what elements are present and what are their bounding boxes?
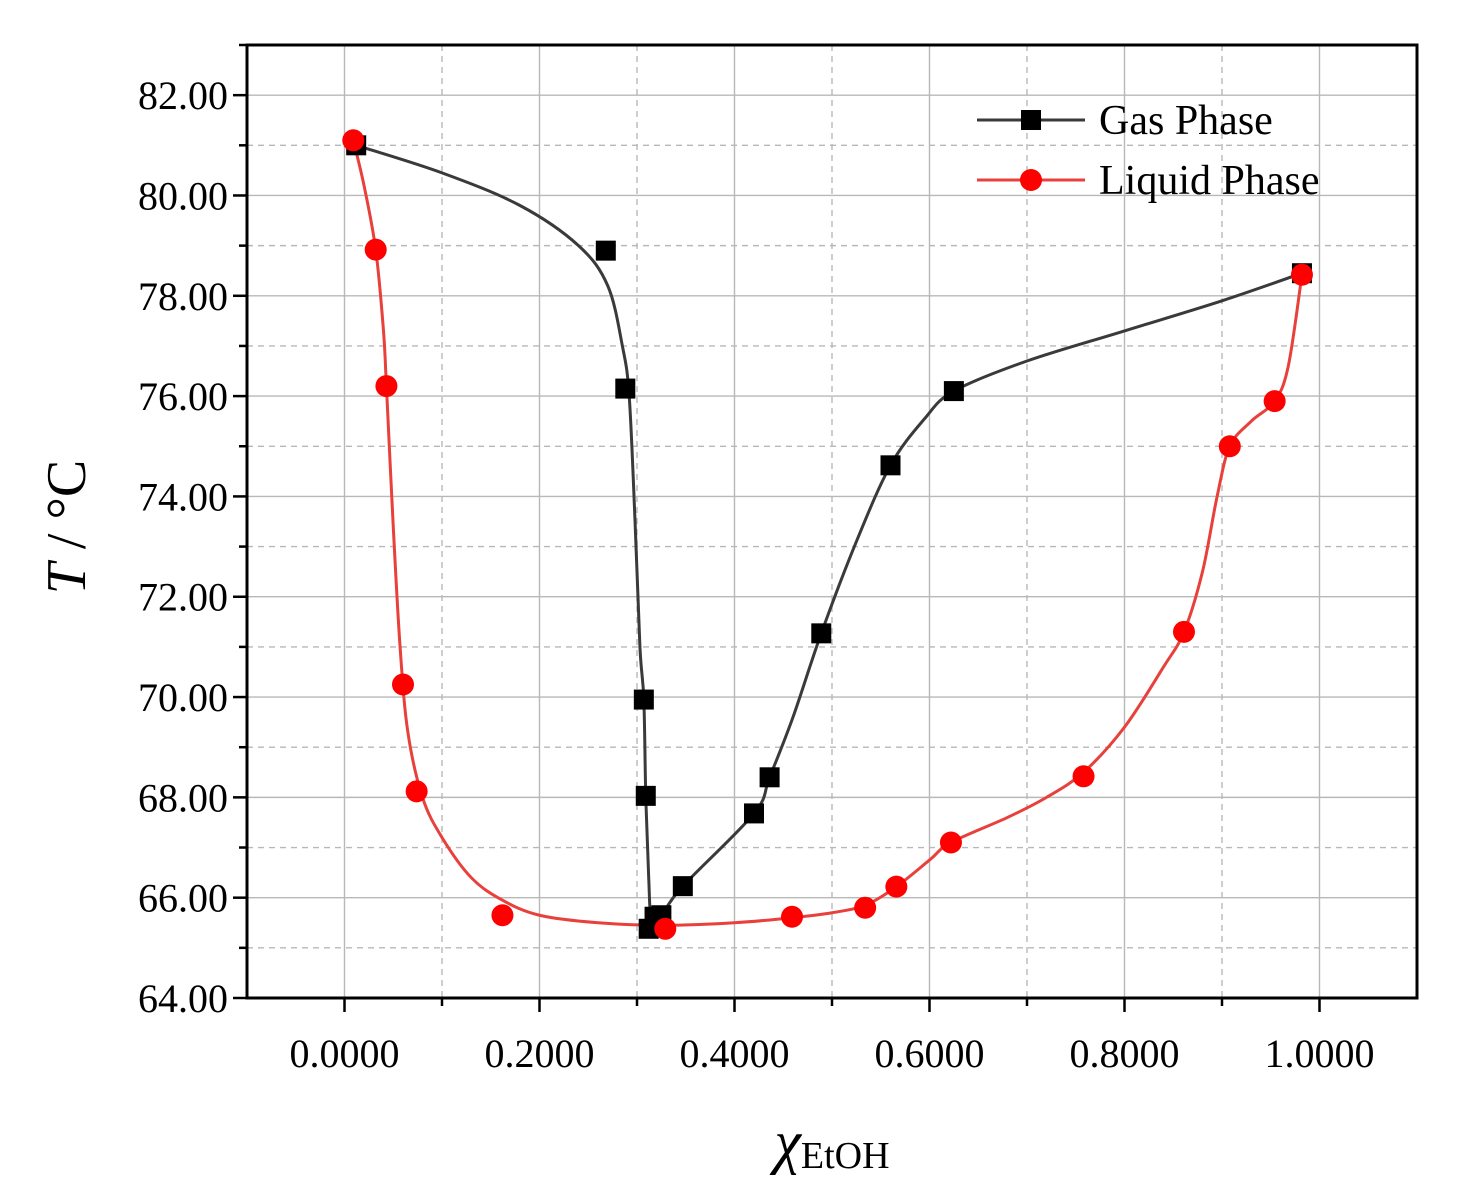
gas-phase-point — [633, 689, 654, 710]
liquid-phase-point — [854, 896, 877, 919]
x-axis-title: χEtOH — [769, 1109, 889, 1177]
ticks: 0.0000 0.2000 0.4000 0.6000 0.8000 1.0000 64.0… — [138, 43, 1375, 1076]
liquid-phase-point — [654, 917, 677, 940]
y-tick-label: 74.00 — [138, 474, 228, 519]
y-tick-label: 78.00 — [138, 274, 228, 319]
x-tick-label: 0.8000 — [1070, 1031, 1180, 1076]
gas-phase-point — [635, 785, 656, 806]
y-tick-label: 68.00 — [138, 775, 228, 820]
liquid-phase-point — [364, 238, 387, 261]
liquid-phase-point — [392, 673, 414, 696]
x-tick-label: 1.0000 — [1265, 1031, 1375, 1076]
x-axis-title-subscript: EtOH — [801, 1135, 890, 1177]
y-axis-title-symbol: T — [36, 559, 98, 594]
y-tick-label: 76.00 — [138, 374, 228, 419]
x-axis-title-symbol: χ — [769, 1109, 802, 1175]
liquid-phase-point — [885, 875, 908, 898]
y-axis-title: T / °C — [36, 460, 98, 594]
y-tick-label: 72.00 — [138, 575, 228, 620]
liquid-phase-point — [1218, 435, 1241, 458]
liquid-phase-point — [342, 129, 365, 152]
gas-phase-point — [759, 767, 780, 788]
liquid-phase-point — [1263, 390, 1286, 413]
markers — [342, 129, 1313, 940]
legend-liquid-phase-marker — [1020, 169, 1042, 191]
liquid-phase-point — [781, 905, 804, 928]
y-tick-label: 70.00 — [138, 675, 228, 720]
legend-gas-phase-label: Gas Phase — [1099, 98, 1273, 144]
y-axis-title-unit: / °C — [36, 460, 98, 563]
liquid-phase-point — [375, 375, 398, 398]
gas-phase-point — [811, 623, 832, 644]
grid — [247, 45, 1417, 998]
y-tick-label: 80.00 — [138, 173, 228, 218]
y-tick-label: 64.00 — [138, 976, 228, 1021]
x-tick-label: 0.6000 — [875, 1031, 985, 1076]
y-tick-label: 82.00 — [138, 73, 228, 118]
gas-phase-point — [744, 803, 764, 824]
gas-phase-point — [672, 876, 693, 897]
y-tick-label: 66.00 — [138, 876, 228, 921]
gas-phase-point — [615, 378, 636, 399]
liquid-phase-point — [491, 904, 514, 927]
liquid-phase-point — [405, 780, 428, 803]
x-tick-label: 0.2000 — [485, 1031, 595, 1076]
legend-liquid-phase-label: Liquid Phase — [1099, 158, 1319, 204]
gas-phase-point — [880, 455, 901, 476]
x-tick-label: 0.0000 — [290, 1031, 400, 1076]
liquid-phase-point — [1290, 263, 1313, 286]
liquid-phase-point — [939, 831, 962, 854]
liquid-phase-point — [1172, 620, 1195, 643]
legend: Gas Phase Liquid Phase — [977, 98, 1319, 204]
liquid-phase-line — [351, 139, 1304, 927]
x-tick-label: 0.4000 — [680, 1031, 790, 1076]
legend-gas-phase-marker — [1021, 110, 1041, 130]
gas-phase-point — [943, 381, 964, 402]
gas-phase-point — [595, 240, 616, 261]
liquid-phase-point — [1072, 765, 1095, 788]
